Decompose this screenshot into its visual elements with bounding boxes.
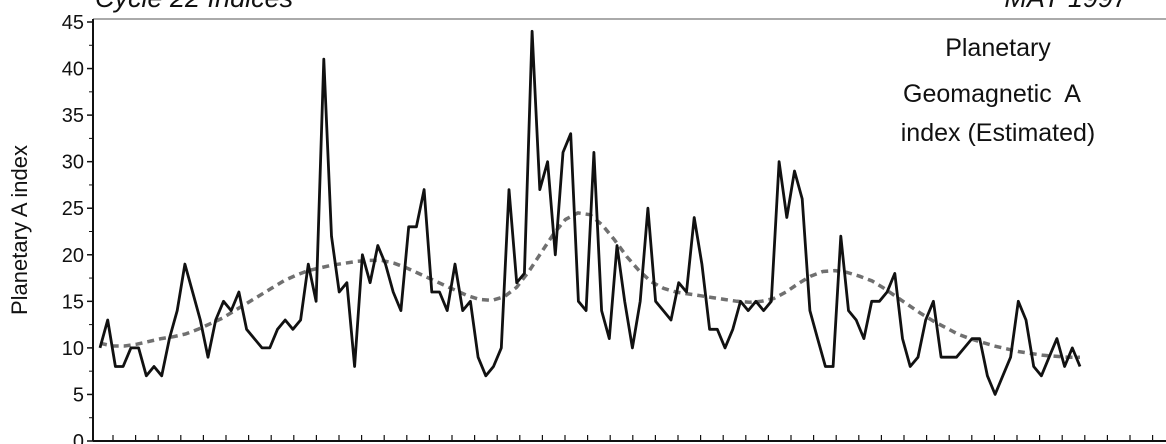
annotation-line-2: Geomagnetic A: [903, 80, 1081, 108]
annotation-line-3: index (Estimated): [901, 119, 1096, 147]
series-line-solid: [98, 29, 1082, 396]
y-tick-group: 0 5 10 15 20 25 30 35 40 45: [62, 12, 93, 444]
y-tick-label: 15: [62, 291, 84, 313]
x-tick-group: [112, 435, 1154, 441]
y-tick-label: 45: [62, 12, 84, 34]
y-tick-label: 20: [62, 245, 84, 267]
header-left: Cycle 22 Indices: [95, 0, 293, 13]
y-tick-label: 5: [73, 384, 84, 406]
y-tick-label: 0: [73, 431, 84, 444]
y-tick-label: 40: [62, 59, 84, 81]
y-tick-label: 35: [62, 105, 84, 127]
y-axis-label: Planetary A index: [7, 145, 32, 315]
header-right: MAY 1997: [1004, 0, 1129, 13]
y-tick-label: 25: [62, 198, 84, 220]
y-tick-label: 30: [62, 152, 84, 174]
chart-annotation: Planetary Geomagnetic A index (Estimated…: [901, 34, 1096, 147]
annotation-line-1: Planetary: [945, 34, 1051, 62]
y-tick-label: 10: [62, 338, 84, 360]
